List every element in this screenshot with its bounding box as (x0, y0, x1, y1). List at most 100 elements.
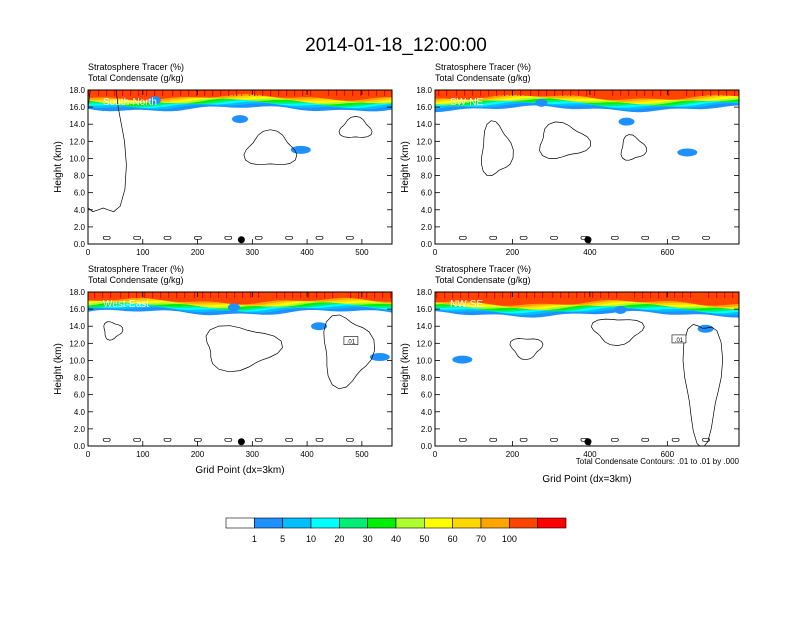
contour-line-surface (519, 437, 528, 442)
tracer-streak (708, 292, 710, 298)
tracer-streak (451, 90, 453, 96)
tracer-streak (523, 292, 525, 298)
tracer-streak (436, 292, 438, 298)
location-marker (584, 236, 592, 244)
tracer-streak (239, 292, 241, 298)
tracer-streak (366, 292, 368, 298)
tracer-streak (586, 90, 588, 96)
tracer-streak (542, 292, 544, 298)
tracer-streak (310, 90, 312, 96)
tracer-streak (494, 292, 496, 298)
contour-line-surface (550, 235, 558, 240)
tracer-streak (613, 292, 615, 298)
panels: Stratosphere Tracer (%) Total Condensate … (53, 62, 740, 485)
tracer-streak (645, 292, 647, 298)
tracer-streak (213, 292, 215, 298)
tracer-streak (233, 90, 235, 96)
tracer-streak (324, 292, 326, 298)
tracer-blob (535, 98, 548, 107)
x-axis-label: Grid Point (dx=3km) (542, 474, 631, 485)
tracer-streak (184, 292, 186, 298)
tracer-streak (358, 292, 360, 298)
tracer-streak (649, 90, 651, 96)
tracer-streak (668, 90, 670, 96)
tracer-streak (278, 90, 280, 96)
tracer-streak (686, 90, 688, 96)
tracer-streak (657, 90, 659, 96)
contour-line-surface (102, 437, 111, 442)
tracer-streak (441, 292, 443, 298)
tracer-streak (694, 90, 696, 96)
tracer-streak (91, 292, 93, 298)
tracer-streak (130, 90, 132, 96)
location-marker (584, 438, 592, 446)
tracer-streak (547, 292, 549, 298)
x-axis-label: Grid Point (dx=3km) (195, 465, 284, 476)
colorbar-swatch (282, 517, 312, 529)
y-tick-label: 8.0 (421, 172, 433, 181)
contour-line-surface (671, 437, 680, 442)
tracer-streak (114, 90, 116, 96)
colorbar-swatch (395, 517, 425, 529)
x-tick-label: 600 (661, 248, 675, 257)
colorbar-swatch (225, 517, 255, 529)
tracer-streak (376, 90, 378, 96)
tracer-streak (225, 90, 227, 96)
panel-header-condensate: Total Condensate (g/kg) (435, 73, 531, 83)
tracer-streak (501, 90, 503, 96)
colorbar-label: 30 (363, 534, 373, 544)
tracer-streak (136, 292, 138, 298)
y-tick-label: 10.0 (416, 154, 432, 163)
tracer-streak (194, 292, 196, 298)
tracer-streak (263, 292, 265, 298)
tracer-streak (652, 90, 654, 96)
tracer-streak (176, 292, 178, 298)
contour-line (682, 324, 724, 446)
contour-line-surface (610, 437, 619, 442)
panel-2: Stratosphere Tracer (%)Total Condensate … (400, 62, 740, 257)
tracer-streak (339, 90, 341, 96)
tracer-streak (210, 292, 212, 298)
tracer-streak (705, 90, 707, 96)
tracer-streak (294, 90, 296, 96)
x-tick-label: 0 (86, 248, 91, 257)
tracer-streak (323, 90, 325, 96)
tracer-streak (478, 292, 480, 298)
y-tick-label: 14.0 (69, 120, 85, 129)
tracer-streak (642, 292, 644, 298)
tracer-streak (249, 90, 251, 96)
tracer-streak (435, 90, 437, 96)
tracer-streak (321, 292, 323, 298)
tracer-streak (623, 90, 625, 96)
colorbar-label: 10 (306, 534, 316, 544)
y-tick-label: 6.0 (421, 189, 433, 198)
tracer-streak (331, 90, 333, 96)
tracer-streak (332, 292, 334, 298)
tracer-streak (144, 292, 146, 298)
tracer-streak (336, 90, 338, 96)
tracer-streak (151, 90, 153, 96)
tracer-streak (270, 90, 272, 96)
y-tick-label: 16.0 (69, 103, 85, 112)
tracer-streak (578, 90, 580, 96)
tracer-streak (549, 90, 551, 96)
tracer-streak (674, 292, 676, 298)
tracer-streak (172, 90, 174, 96)
y-tick-label: 12.0 (416, 339, 432, 348)
y-tick-label: 18.0 (69, 86, 85, 95)
panel-label: SW-NE (450, 97, 483, 108)
tracer-streak (160, 292, 162, 298)
tracer-streak (660, 90, 662, 96)
tracer-streak (276, 292, 278, 298)
tracer-streak (489, 292, 491, 298)
contour-line-surface (346, 235, 354, 240)
y-tick-label: 16.0 (416, 103, 432, 112)
y-tick-label: 14.0 (416, 120, 432, 129)
y-tick-label: 10.0 (69, 154, 85, 163)
colorbar-label: 70 (476, 534, 486, 544)
tracer-streak (681, 90, 683, 96)
panel-header-tracer: Stratosphere Tracer (%) (88, 62, 184, 72)
tracer-streak (628, 90, 630, 96)
tracer-streak (497, 292, 499, 298)
colorbar-label: 100 (502, 534, 517, 544)
